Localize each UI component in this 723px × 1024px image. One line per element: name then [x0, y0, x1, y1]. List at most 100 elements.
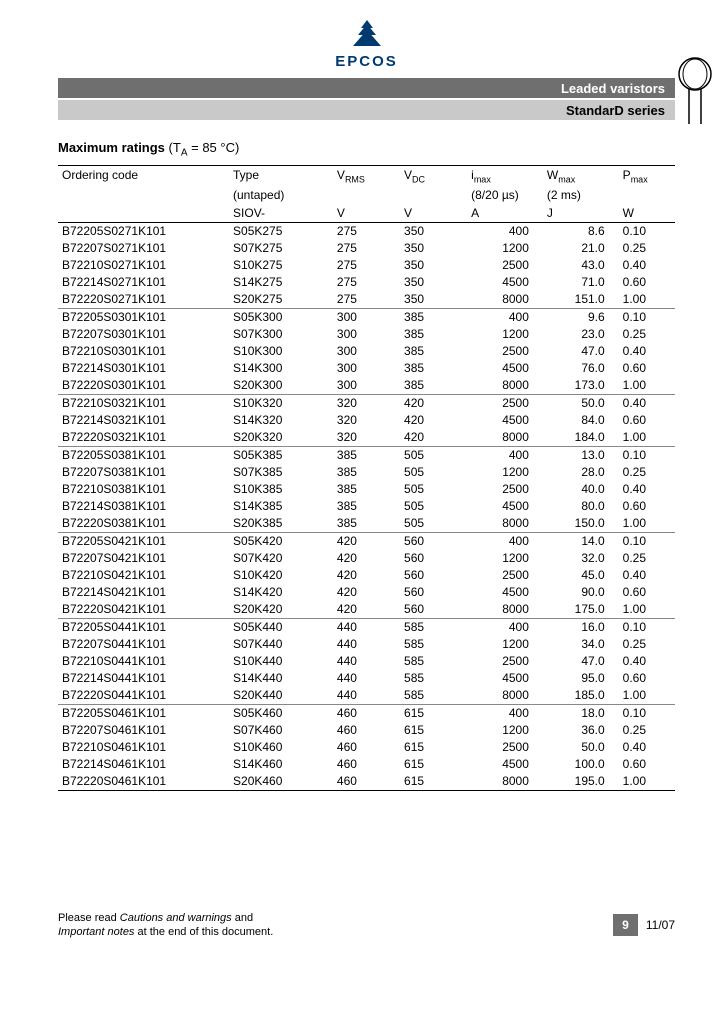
cell: 76.0 — [543, 360, 619, 377]
cell: 385 — [333, 515, 400, 533]
title-bar-1: Leaded varistors — [58, 78, 675, 98]
cell: 0.60 — [619, 498, 675, 515]
th-ordering: Ordering code — [58, 165, 229, 186]
cell: 385 — [333, 498, 400, 515]
cell: 1.00 — [619, 687, 675, 705]
cell: 1200 — [467, 240, 543, 257]
cell: S07K440 — [229, 636, 333, 653]
cell: 585 — [400, 653, 467, 670]
cell: S14K420 — [229, 584, 333, 601]
cell: 18.0 — [543, 704, 619, 722]
cell: 320 — [333, 394, 400, 412]
table-row: B72205S0461K101S05K46046061540018.00.10 — [58, 704, 675, 722]
cell: S20K300 — [229, 377, 333, 395]
cell: 440 — [333, 687, 400, 705]
cell: 275 — [333, 222, 400, 240]
cell: 0.10 — [619, 532, 675, 550]
cell: 350 — [400, 274, 467, 291]
cell: 300 — [333, 343, 400, 360]
cell: 420 — [333, 532, 400, 550]
cell: B72214S0301K101 — [58, 360, 229, 377]
cell: 275 — [333, 291, 400, 309]
cell: S10K440 — [229, 653, 333, 670]
cell: 2500 — [467, 343, 543, 360]
cell: 0.40 — [619, 481, 675, 498]
cell: B72205S0461K101 — [58, 704, 229, 722]
cell: 23.0 — [543, 326, 619, 343]
cell: B72207S0271K101 — [58, 240, 229, 257]
cell: 440 — [333, 636, 400, 653]
cell: 195.0 — [543, 773, 619, 791]
cell: 185.0 — [543, 687, 619, 705]
cell: 560 — [400, 550, 467, 567]
table-row: B72220S0271K101S20K2752753508000151.01.0… — [58, 291, 675, 309]
cell: 0.40 — [619, 257, 675, 274]
cell: 615 — [400, 756, 467, 773]
cell: 0.60 — [619, 584, 675, 601]
table-row: B72207S0461K101S07K460460615120036.00.25 — [58, 722, 675, 739]
title-cond: (T — [169, 140, 181, 155]
table-row: B72210S0321K101S10K320320420250050.00.40 — [58, 394, 675, 412]
table-row: B72214S0381K101S14K385385505450080.00.60 — [58, 498, 675, 515]
cell: 0.25 — [619, 722, 675, 739]
cell: 151.0 — [543, 291, 619, 309]
cell: 0.25 — [619, 550, 675, 567]
table-row: B72220S0321K101S20K3203204208000184.01.0… — [58, 429, 675, 447]
cell: 0.60 — [619, 670, 675, 687]
cell: 14.0 — [543, 532, 619, 550]
cell: S14K275 — [229, 274, 333, 291]
table-row: B72205S0441K101S05K44044058540016.00.10 — [58, 618, 675, 636]
datasheet-page: EPCOS Leaded varistors StandarD series M… — [0, 0, 723, 960]
cell: 400 — [467, 704, 543, 722]
cell: 0.60 — [619, 274, 675, 291]
cell: 0.10 — [619, 308, 675, 326]
cell: 0.40 — [619, 343, 675, 360]
cell: 2500 — [467, 394, 543, 412]
th-vdc: VDC — [400, 165, 467, 186]
title-prefix: Maximum ratings — [58, 140, 165, 155]
page-number: 9 — [613, 914, 638, 936]
cell: 4500 — [467, 274, 543, 291]
cell: B72205S0271K101 — [58, 222, 229, 240]
cell: 0.10 — [619, 222, 675, 240]
cell: S07K460 — [229, 722, 333, 739]
cell: 8000 — [467, 601, 543, 619]
table-row: B72207S0301K101S07K300300385120023.00.25 — [58, 326, 675, 343]
cell: S14K440 — [229, 670, 333, 687]
cell: 43.0 — [543, 257, 619, 274]
th-type: Type — [229, 165, 333, 186]
cell: 36.0 — [543, 722, 619, 739]
table-row: B72210S0441K101S10K440440585250047.00.40 — [58, 653, 675, 670]
brand-name: EPCOS — [58, 53, 675, 70]
cell: 275 — [333, 274, 400, 291]
cell: 150.0 — [543, 515, 619, 533]
cell: S05K300 — [229, 308, 333, 326]
cell: B72214S0421K101 — [58, 584, 229, 601]
table-row: B72210S0381K101S10K385385505250040.00.40 — [58, 481, 675, 498]
cell: 385 — [400, 326, 467, 343]
cell: S20K275 — [229, 291, 333, 309]
cell: 385 — [333, 481, 400, 498]
table-row: B72210S0421K101S10K420420560250045.00.40 — [58, 567, 675, 584]
cell: S05K275 — [229, 222, 333, 240]
cell: 420 — [400, 412, 467, 429]
table-row: B72207S0421K101S07K420420560120032.00.25 — [58, 550, 675, 567]
cell: 50.0 — [543, 394, 619, 412]
cell: 385 — [400, 360, 467, 377]
cell: B72205S0441K101 — [58, 618, 229, 636]
cell: 585 — [400, 618, 467, 636]
cell: 460 — [333, 704, 400, 722]
page-footer: Please read Cautions and warnings and Im… — [58, 911, 675, 940]
cell: S20K385 — [229, 515, 333, 533]
cell: 1200 — [467, 722, 543, 739]
table-row: B72205S0301K101S05K3003003854009.60.10 — [58, 308, 675, 326]
cell: 0.10 — [619, 704, 675, 722]
varistor-component-icon — [675, 56, 715, 126]
cell: 4500 — [467, 412, 543, 429]
cell: 460 — [333, 773, 400, 791]
cell: 8000 — [467, 773, 543, 791]
title-bars: Leaded varistors StandarD series — [58, 78, 675, 120]
cell: B72207S0421K101 — [58, 550, 229, 567]
cell: S10K320 — [229, 394, 333, 412]
cell: 0.40 — [619, 653, 675, 670]
